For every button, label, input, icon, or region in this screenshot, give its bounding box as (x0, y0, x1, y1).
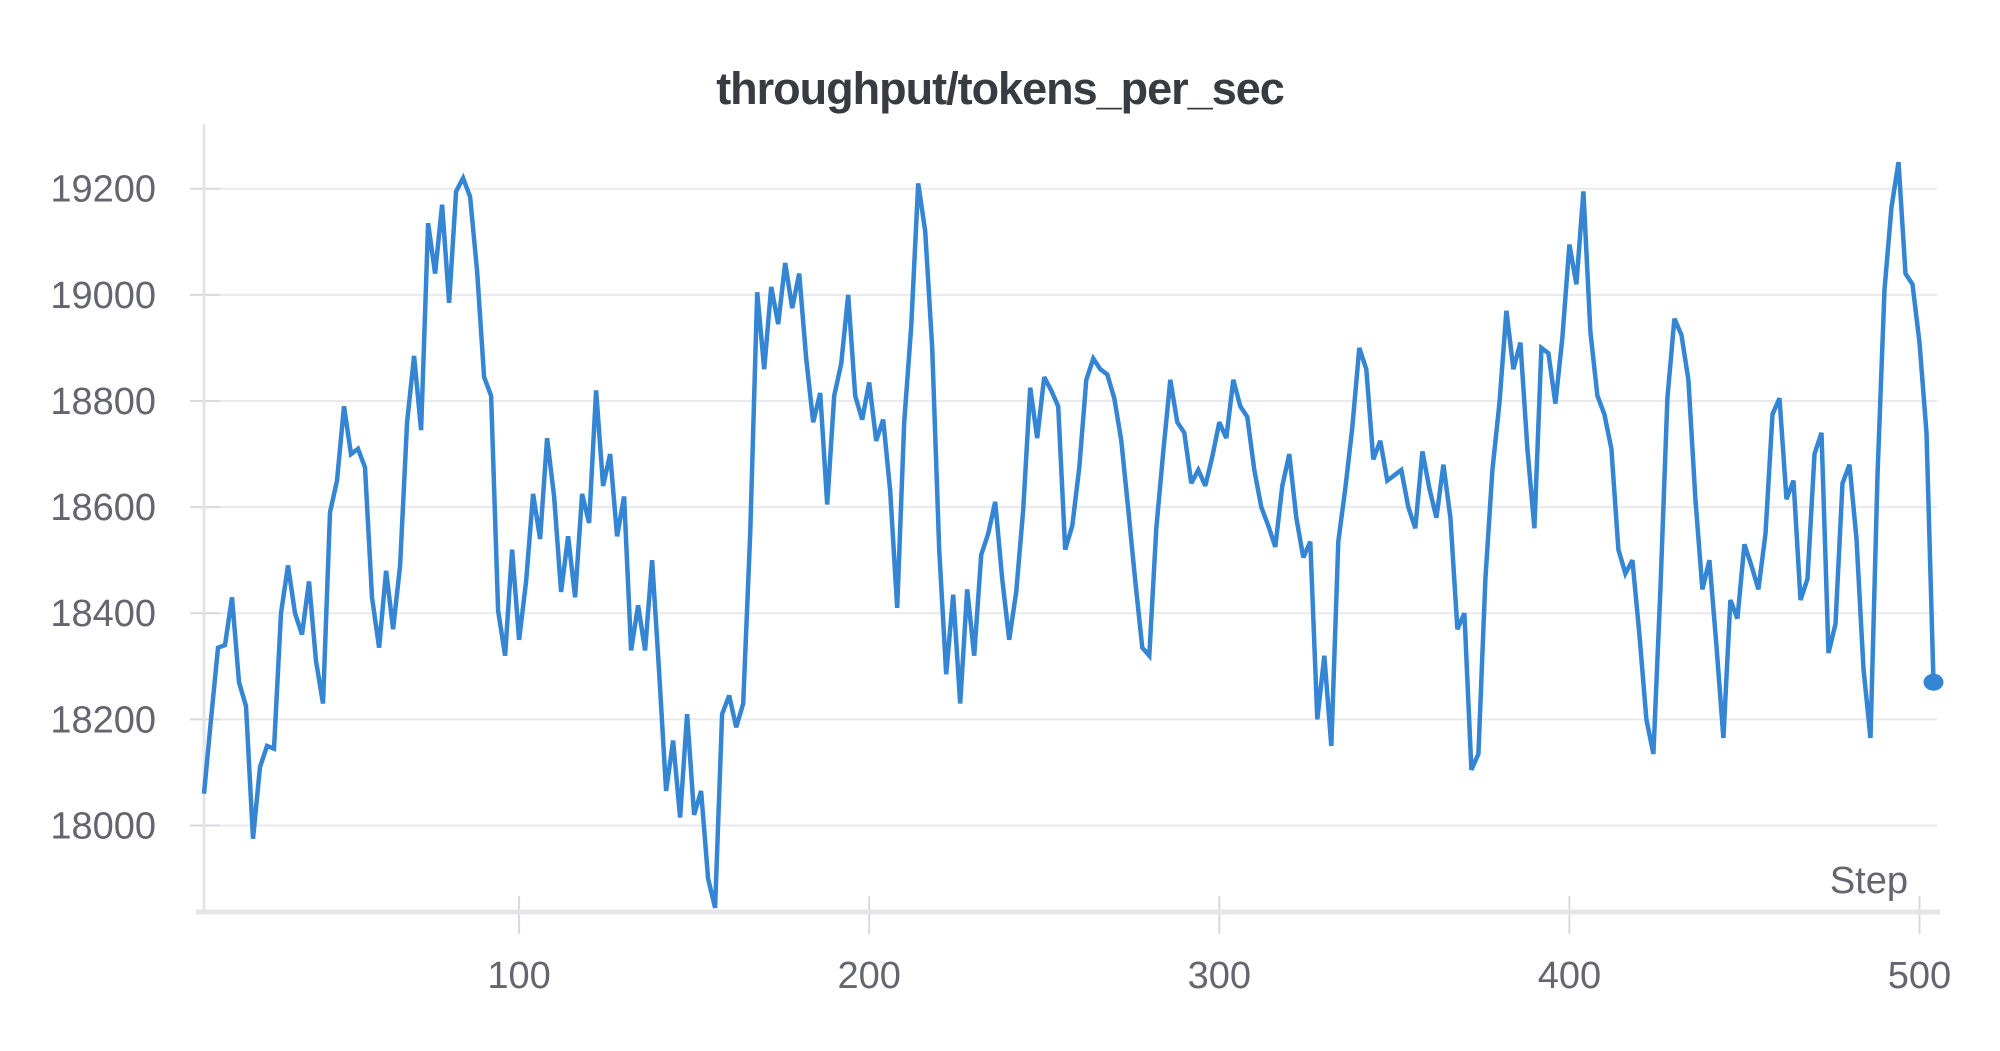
y-tick-label: 19200 (50, 169, 156, 211)
y-tick-label: 18800 (50, 381, 156, 423)
y-tick-label: 19000 (50, 275, 156, 317)
y-tick-label: 18600 (50, 487, 156, 529)
chart-title: throughput/tokens_per_sec (716, 63, 1284, 114)
y-tick-label: 18200 (50, 699, 156, 741)
series-line (201, 161, 1936, 909)
x-tick-label: 400 (1538, 955, 1601, 997)
x-axis-title: Step (1830, 860, 1908, 902)
axis-layer (190, 124, 1940, 934)
y-tick-label: 18400 (50, 593, 156, 635)
x-tick-label: 100 (487, 955, 550, 997)
label-layer: 19200 19000 18800 18600 18400 18200 18000 100 20… (50, 169, 1951, 997)
grid-layer (204, 187, 1937, 827)
x-tick-label: 300 (1188, 955, 1251, 997)
x-tick-label: 500 (1888, 955, 1951, 997)
x-tick-label: 200 (837, 955, 900, 997)
series-layer (201, 161, 1944, 909)
y-tick-label: 18000 (50, 806, 156, 848)
endpoint-marker (1923, 673, 1944, 691)
